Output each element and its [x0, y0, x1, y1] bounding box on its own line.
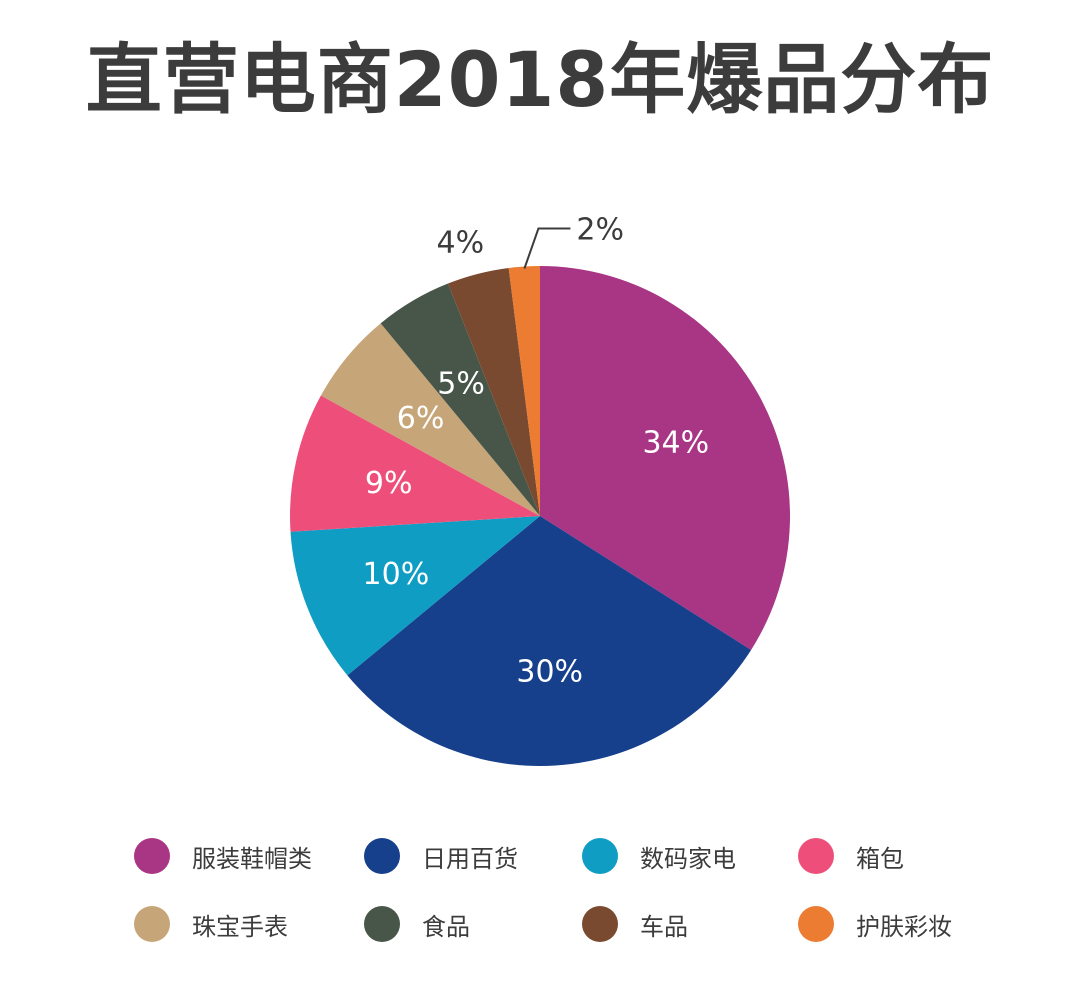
slice-value-label-7: 4% — [437, 226, 485, 261]
pie-slice-5 — [320, 323, 540, 516]
slice-value-label-2: 30% — [516, 655, 583, 690]
slice-value-label-8: 2% — [576, 212, 624, 247]
slice-value-label-1: 34% — [642, 425, 709, 460]
slice-value-label-6: 5% — [437, 367, 485, 402]
pie-slice-6 — [380, 283, 540, 516]
pie-slice-3 — [290, 516, 540, 676]
pie-slice-1 — [540, 266, 791, 650]
slice-value-label-3: 10% — [363, 557, 430, 592]
pie-slice-4 — [290, 395, 540, 532]
pie-slice-7 — [447, 267, 540, 516]
slice-value-label-4: 9% — [365, 466, 413, 501]
chart-title: 直营电商2018年爆品分布 — [85, 35, 995, 124]
leader-line-8 — [523, 227, 571, 269]
pie-slice-8 — [508, 266, 540, 516]
slice-value-label-5: 6% — [397, 401, 445, 436]
pie-slice-2 — [347, 516, 752, 766]
